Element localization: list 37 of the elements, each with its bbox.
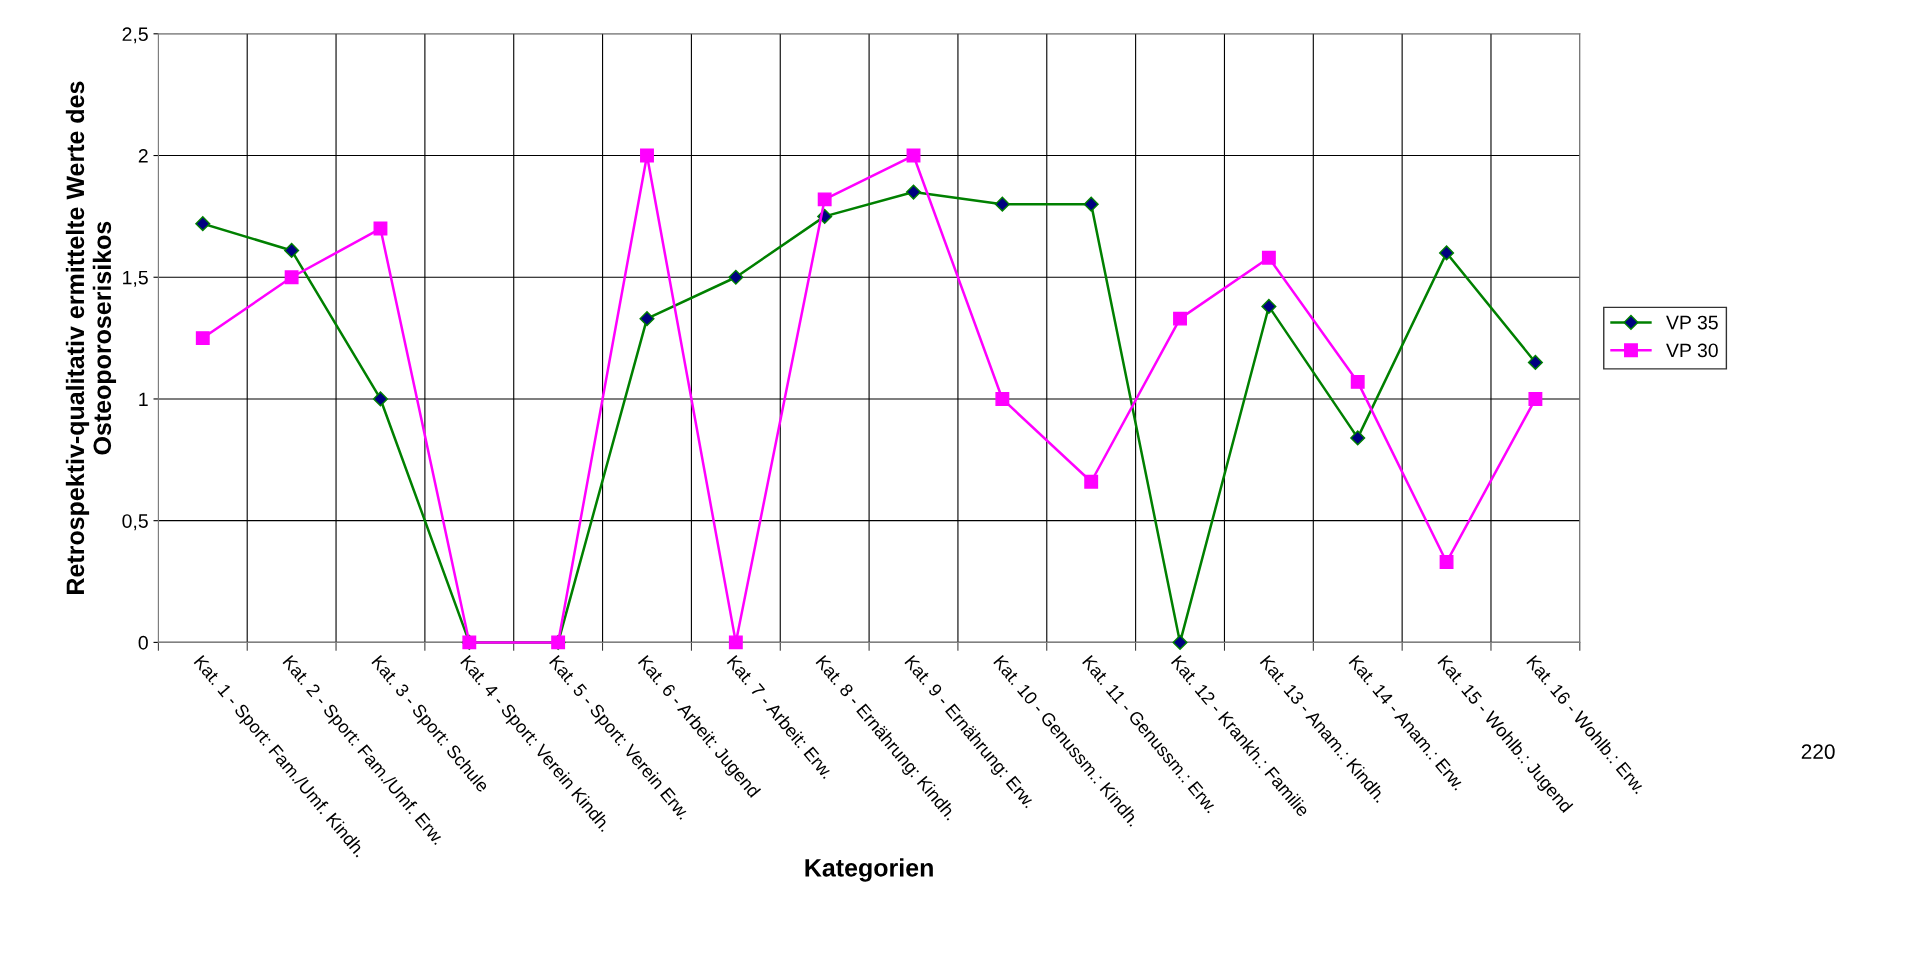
y-tick-label: 0 xyxy=(138,635,148,650)
point xyxy=(372,391,389,407)
point xyxy=(1083,196,1099,212)
y-tick-label: 1,5 xyxy=(123,270,148,287)
point xyxy=(905,184,922,200)
point xyxy=(373,221,388,236)
point xyxy=(1173,311,1187,326)
y-axis-title: Retrospektiv-qualitativ ermittelte Werte des Osteoporoserisikos xyxy=(65,81,117,594)
point xyxy=(1261,250,1276,265)
point xyxy=(728,269,744,285)
point xyxy=(195,331,210,346)
point xyxy=(1438,245,1455,261)
point xyxy=(728,635,743,650)
y-tick-label: 2 xyxy=(138,148,148,163)
point xyxy=(1172,634,1188,650)
text: 220 xyxy=(1801,744,1835,760)
legend-label: VP 30 xyxy=(1666,343,1718,358)
point xyxy=(284,270,299,285)
point xyxy=(1439,555,1454,570)
point xyxy=(195,216,211,232)
point xyxy=(640,148,654,163)
point xyxy=(1084,474,1099,489)
y-tick-label: 2,5 xyxy=(122,27,148,44)
y-tick-label: 1 xyxy=(139,392,148,406)
point xyxy=(1261,298,1277,315)
y-tick-label: 0,5 xyxy=(122,514,148,531)
point xyxy=(994,196,1010,212)
point xyxy=(284,242,300,259)
point xyxy=(1350,430,1366,446)
point xyxy=(639,311,655,327)
point xyxy=(817,192,832,207)
point xyxy=(1527,354,1543,371)
point xyxy=(1528,392,1543,406)
point xyxy=(995,392,1010,406)
point xyxy=(1350,374,1365,389)
x-axis-title: Kategorien xyxy=(805,858,933,882)
legend-label: VP 35 xyxy=(1666,315,1718,330)
